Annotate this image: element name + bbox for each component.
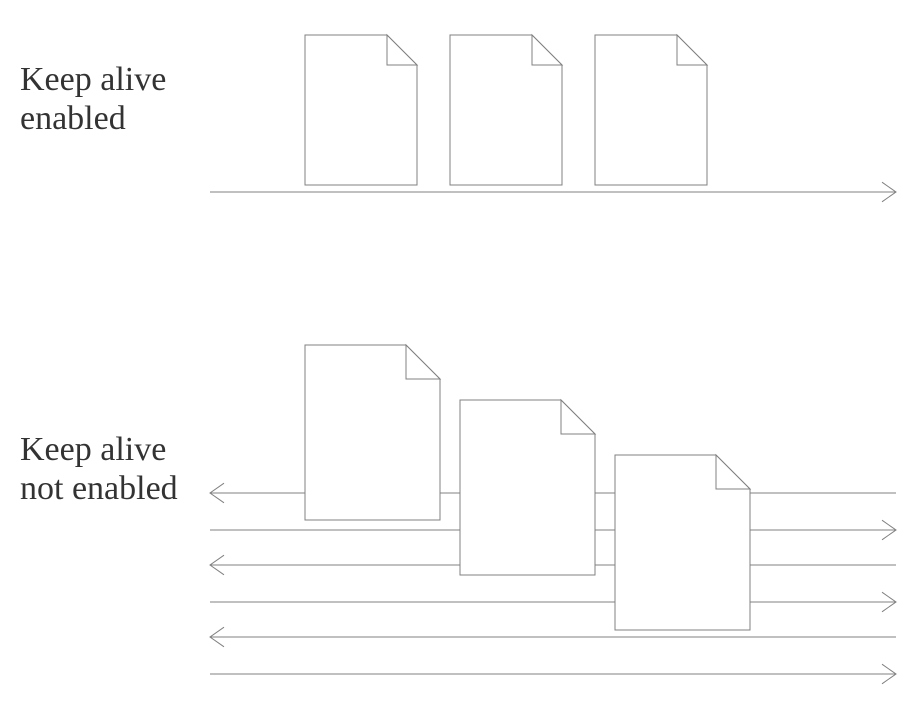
file-html-1-label: HTML xyxy=(319,107,380,130)
arrow-s2-3 xyxy=(210,592,896,612)
section-not-enabled-line2: not enabled xyxy=(20,469,178,508)
section-enabled-label: Keep alive enabled xyxy=(20,60,166,138)
file-html-2-label: HTML xyxy=(323,429,384,452)
section-not-enabled-label: Keep alive not enabled xyxy=(20,430,178,508)
file-js-2-label: JS xyxy=(633,539,654,562)
arrow-s2-5 xyxy=(210,664,896,684)
file-js-1-label: JS xyxy=(609,107,630,130)
arrow-s2-0 xyxy=(210,483,896,503)
arrow-s2-2 xyxy=(210,555,896,575)
file-css-2-label: CSS xyxy=(478,484,517,507)
section-enabled-line2: enabled xyxy=(20,99,166,138)
section-enabled-line1: Keep alive xyxy=(20,60,166,99)
section-not-enabled-line1: Keep alive xyxy=(20,430,178,469)
arrow-s2-4 xyxy=(210,627,896,647)
file-css-1-label: CSS xyxy=(464,107,503,130)
diagram-stage: Keep alive enabled Keep alive not enable… xyxy=(0,0,920,720)
arrow-s2-1 xyxy=(210,520,896,540)
